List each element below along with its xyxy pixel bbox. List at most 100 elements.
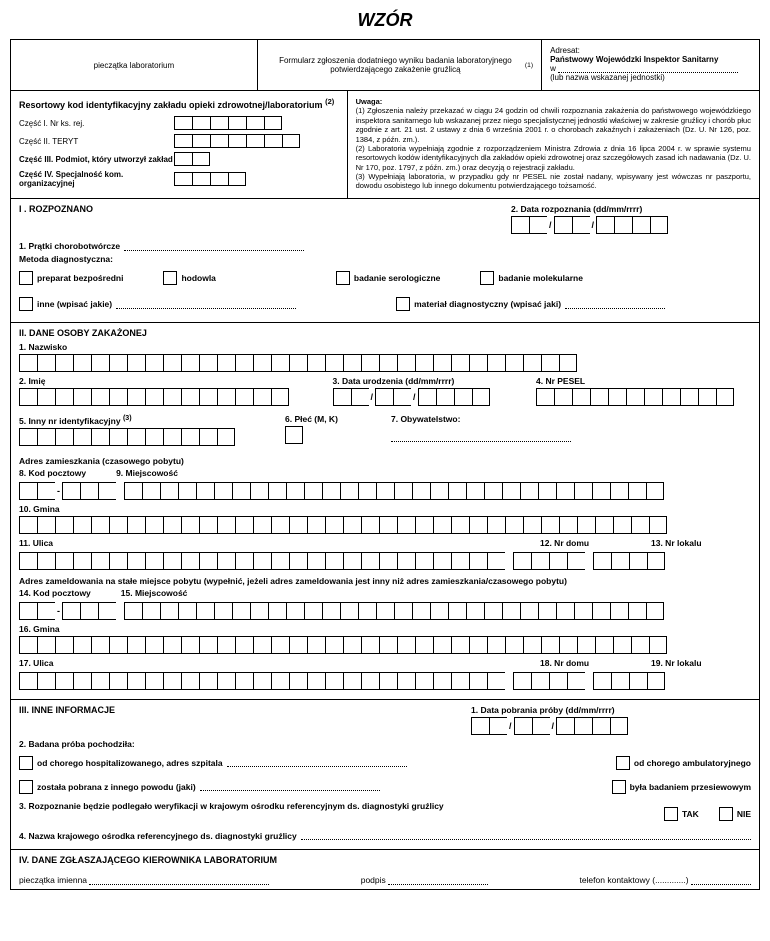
nrlok-label: 13. Nr lokalu	[651, 538, 751, 548]
s2-head: II. DANE OSOBY ZAKAŻONEJ	[19, 328, 751, 338]
kodp2-miejsc-boxes[interactable]: -	[19, 602, 751, 620]
adreszam-label: Adres zamieszkania (czasowego pobytu)	[19, 456, 751, 466]
s3-datapob-label: 1. Data pobrania próby (dd/mm/rrrr)	[471, 705, 751, 715]
ulica-boxes[interactable]	[19, 552, 751, 570]
uwaga-section: Uwaga: (1) Zgłoszenia należy przekazać w…	[348, 91, 759, 198]
miejsc-label: 9. Miejscowość	[116, 468, 178, 478]
second-row: Resortowy kod identyfikacyjny zakładu op…	[11, 91, 759, 199]
addressee-dotline[interactable]	[558, 64, 738, 73]
chk-amb[interactable]	[616, 756, 630, 770]
kodp-miejsc-boxes[interactable]: -	[19, 482, 751, 500]
lbl-inny-powod: została pobrana z innego powodu (jaki)	[37, 782, 196, 792]
pesel-label: 4. Nr PESEL	[536, 376, 751, 386]
uwaga-n1: (1) Zgłoszenia należy przekazać w ciągu …	[356, 106, 751, 143]
nrdomu-label: 12. Nr domu	[540, 538, 640, 548]
lbl-amb: od chorego ambulatoryjnego	[634, 758, 751, 768]
ulica2-label: 17. Ulica	[19, 658, 529, 668]
chk-hosp[interactable]	[19, 756, 33, 770]
pratki-dotline[interactable]	[124, 242, 304, 251]
dataur-label: 3. Data urodzenia (dd/mm/rrrr)	[333, 376, 523, 386]
imie-label: 2. Imię	[19, 376, 319, 386]
tel-paren: (.............)	[652, 875, 688, 885]
chk-nie[interactable]	[719, 807, 733, 821]
lbl-inne: inne (wpisać jakie)	[37, 299, 112, 309]
footer-stamp: pieczątka imienna	[19, 875, 87, 885]
inne-dotline[interactable]	[116, 300, 296, 309]
footer-podpis: podpis	[361, 875, 386, 885]
section-1: I . ROZPOZNANO 2. Data rozpoznania (dd/m…	[11, 199, 759, 323]
header-row: pieczątka laboratorium Formularz zgłosze…	[11, 40, 759, 91]
plec-box[interactable]	[285, 426, 375, 444]
q4-dotline[interactable]	[301, 831, 751, 840]
addressee-body: Państwowy Wojewódzki Inspektor Sanitarny	[550, 55, 718, 64]
innypowod-dotline[interactable]	[200, 782, 380, 791]
lbl-sero: badanie serologiczne	[354, 273, 440, 283]
innyid-label: 5. Inny nr identyfikacyjny (3)	[19, 414, 269, 426]
tel-dotline[interactable]	[691, 876, 751, 885]
chk-material[interactable]	[396, 297, 410, 311]
hosp-dotline[interactable]	[227, 758, 407, 767]
chk-hodowla[interactable]	[163, 271, 177, 285]
s3-head: III. INNE INFORMACJE	[19, 705, 115, 715]
s1-head: I . ROZPOZNANO	[19, 204, 93, 214]
kod-section: Resortowy kod identyfikacyjny zakładu op…	[11, 91, 348, 198]
nazwisko-boxes[interactable]	[19, 354, 751, 372]
dataur-boxes[interactable]: //	[333, 388, 523, 406]
chk-sero[interactable]	[336, 271, 350, 285]
section-4: IV. DANE ZGŁASZAJĄCEGO KIEROWNIKA LABORA…	[11, 850, 759, 871]
kod-p4-boxes[interactable]	[174, 172, 246, 186]
kod-title: Resortowy kod identyfikacyjny zakładu op…	[19, 97, 339, 110]
gmina2-boxes[interactable]	[19, 636, 751, 654]
addressee-note: (lub nazwa wskazanej jednostki)	[550, 73, 665, 82]
plec-label: 6. Płeć (M, K)	[285, 414, 375, 424]
podpis-dotline[interactable]	[388, 876, 488, 885]
nazwisko-label: 1. Nazwisko	[19, 342, 751, 352]
s3-q4: 4. Nazwa krajowego ośrodka referencyjneg…	[19, 831, 297, 841]
s3-date-boxes[interactable]: //	[471, 717, 751, 735]
material-dotline[interactable]	[565, 300, 665, 309]
section-2: II. DANE OSOBY ZAKAŻONEJ 1. Nazwisko 2. …	[11, 323, 759, 700]
lbl-nie: NIE	[737, 809, 751, 819]
lbl-przesiew: była badaniem przesiewowym	[630, 782, 751, 792]
chk-tak[interactable]	[664, 807, 678, 821]
chk-przesiew[interactable]	[612, 780, 626, 794]
kod-p4-label: Część IV. Specjalność kom. organizacyjne…	[19, 170, 174, 188]
s3-q3: 3. Rozpoznanie będzie podlegało weryfika…	[19, 801, 444, 811]
kod-p1-label: Część I. Nr ks. rej.	[19, 119, 174, 128]
chk-inny-powod[interactable]	[19, 780, 33, 794]
obyw-dotline[interactable]	[391, 433, 571, 442]
kod-p2-boxes[interactable]	[174, 134, 300, 148]
lbl-hosp: od chorego hospitalizowanego, adres szpi…	[37, 758, 223, 768]
form-container: pieczątka laboratorium Formularz zgłosze…	[10, 39, 760, 890]
chk-mol[interactable]	[480, 271, 494, 285]
uwaga-head: Uwaga:	[356, 97, 383, 106]
kod-p2-label: Część II. TERYT	[19, 137, 174, 146]
form-desc-text: Formularz zgłoszenia dodatniego wyniku b…	[266, 56, 525, 74]
imie-boxes[interactable]	[19, 388, 319, 406]
s1-metoda: Metoda diagnostyczna:	[19, 254, 751, 264]
chk-inne[interactable]	[19, 297, 33, 311]
obyw-label: 7. Obywatelstwo:	[391, 414, 751, 424]
s3-proba: 2. Badana próba pochodziła:	[19, 739, 751, 749]
footer-row: pieczątka imienna podpis telefon kontakt…	[11, 871, 759, 889]
lbl-hodowla: hodowla	[181, 273, 215, 283]
miejsc2-label: 15. Miejscowość	[121, 588, 188, 598]
nrdomu2-label: 18. Nr domu	[540, 658, 640, 668]
chk-preparat[interactable]	[19, 271, 33, 285]
lbl-material: materiał diagnostyczny (wpisać jaki)	[414, 299, 561, 309]
lbl-mol: badanie molekularne	[498, 273, 583, 283]
kod-p3-boxes[interactable]	[174, 152, 210, 166]
stamp-dotline[interactable]	[89, 876, 269, 885]
pesel-boxes[interactable]	[536, 388, 751, 406]
lbl-tak: TAK	[682, 809, 699, 819]
gmina-boxes[interactable]	[19, 516, 751, 534]
kod-p1-boxes[interactable]	[174, 116, 282, 130]
form-description: Formularz zgłoszenia dodatniego wyniku b…	[258, 40, 542, 90]
ulica2-boxes[interactable]	[19, 672, 751, 690]
nrlok2-label: 19. Nr lokalu	[651, 658, 751, 668]
kodp2-label: 14. Kod pocztowy	[19, 588, 91, 598]
page-title: WZÓR	[0, 0, 770, 39]
innyid-boxes[interactable]	[19, 428, 269, 446]
s1-date-boxes[interactable]: //	[511, 216, 751, 234]
footer-tel: telefon kontaktowy	[579, 875, 649, 885]
